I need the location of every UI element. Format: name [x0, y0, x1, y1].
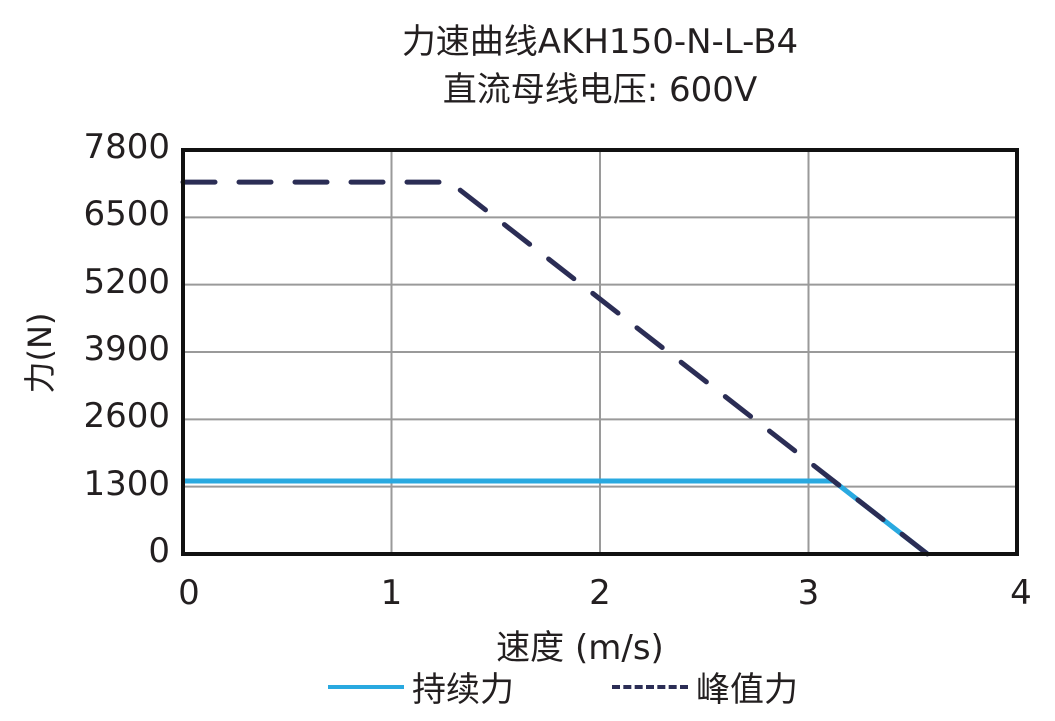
legend-label: 持续力 — [412, 670, 514, 710]
x-axis-label: 速度 (m/s) — [496, 628, 664, 668]
x-tick-label: 4 — [1010, 573, 1032, 613]
y-tick-label: 7800 — [83, 127, 170, 167]
y-tick-label: 2600 — [83, 396, 170, 437]
y-tick-label: 3900 — [83, 329, 170, 369]
chart-title: 力速曲线AKH150-N-L-B4 — [401, 22, 799, 62]
y-tick-label: 1300 — [83, 463, 170, 504]
x-tick-label: 3 — [797, 573, 820, 613]
legend-item-continuous: 持续力 — [328, 662, 514, 711]
legend-dashed-line-icon — [612, 684, 688, 689]
x-tick-label: 2 — [589, 573, 611, 613]
x-tick-label: 1 — [380, 573, 403, 613]
chart-subtitle: 直流母线电压: 600V — [442, 70, 758, 110]
x-tick-label: 0 — [178, 573, 200, 613]
y-axis-label: 力(N) — [21, 312, 59, 394]
legend-item-peak: 峰值力 — [612, 662, 798, 711]
y-tick-label: 0 — [148, 531, 170, 571]
legend-solid-line-icon — [328, 684, 404, 689]
continuous-force-line — [183, 478, 929, 556]
y-tick-label: 5200 — [83, 261, 170, 302]
y-tick-label: 6500 — [83, 194, 170, 235]
legend-label: 峰值力 — [696, 670, 798, 710]
peak-force-line — [180, 179, 930, 557]
